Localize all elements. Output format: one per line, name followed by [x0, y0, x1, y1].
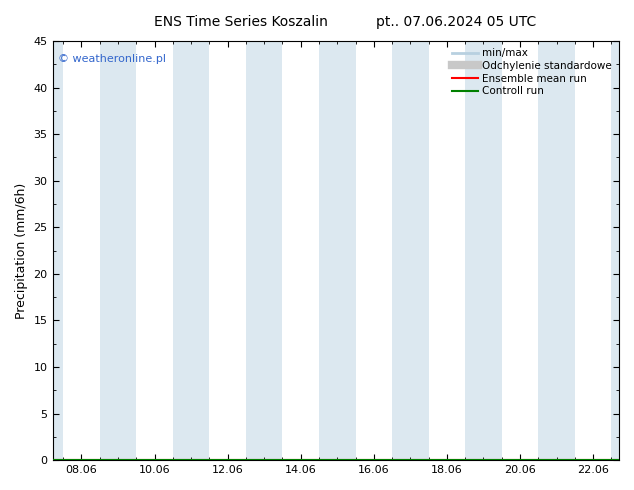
Bar — [465, 41, 501, 460]
Bar — [538, 41, 575, 460]
Y-axis label: Precipitation (mm/6h): Precipitation (mm/6h) — [15, 182, 28, 318]
Bar — [100, 41, 136, 460]
Text: pt.. 07.06.2024 05 UTC: pt.. 07.06.2024 05 UTC — [377, 15, 536, 29]
Bar — [611, 41, 619, 460]
Bar — [173, 41, 209, 460]
Bar — [53, 41, 63, 460]
Bar — [246, 41, 283, 460]
Bar — [319, 41, 356, 460]
Text: ENS Time Series Koszalin: ENS Time Series Koszalin — [154, 15, 328, 29]
Bar — [392, 41, 429, 460]
Text: © weatheronline.pl: © weatheronline.pl — [58, 53, 166, 64]
Legend: min/max, Odchylenie standardowe, Ensemble mean run, Controll run: min/max, Odchylenie standardowe, Ensembl… — [450, 46, 614, 98]
